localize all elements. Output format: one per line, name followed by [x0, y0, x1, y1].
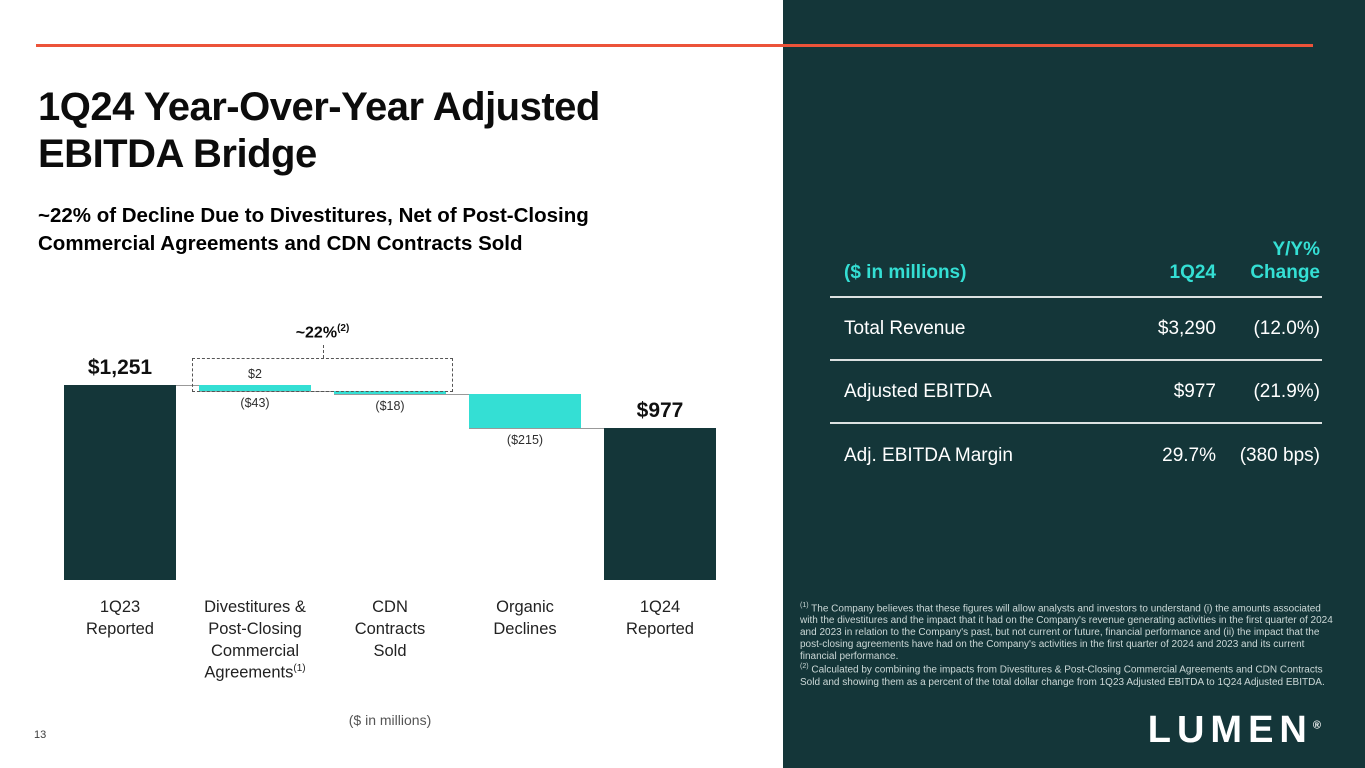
chart-units-label: ($ in millions): [348, 712, 432, 728]
row-label: Total Revenue: [844, 317, 966, 339]
chart-bar-3: [334, 391, 446, 395]
footnote-2: (2) Calculated by combining the impacts …: [800, 663, 1325, 688]
table-header-units: ($ in millions): [844, 262, 967, 284]
page-title: 1Q24 Year-Over-Year Adjusted EBITDA Brid…: [38, 84, 768, 178]
annotation-label: ~22%(2): [295, 323, 350, 342]
row-value: $977: [1173, 380, 1216, 402]
row-value: (380 bps): [1239, 445, 1320, 467]
table-row: Adj. EBITDA Margin 29.7% (380 bps): [830, 424, 1322, 487]
bar-value-label: $1,251: [87, 356, 153, 379]
lumen-logo: LUMEN®: [1148, 709, 1321, 752]
chart-bar-2: [199, 385, 311, 392]
financial-summary-table: ($ in millions) 1Q24 Y/Y% Change Total R…: [830, 238, 1322, 487]
step-base-line: [469, 427, 581, 429]
page-number: 13: [34, 729, 47, 741]
annotation-tick: [322, 345, 324, 358]
bar-below-label: ($43): [240, 396, 270, 411]
step-base-line: [334, 394, 446, 396]
table-header-row: ($ in millions) 1Q24 Y/Y% Change: [830, 238, 1322, 299]
row-value: (12.0%): [1253, 318, 1320, 340]
row-value: $3,290: [1157, 317, 1216, 339]
bar-below-label: ($215): [506, 432, 544, 447]
page-subtitle: ~22% of Decline Due to Divestitures, Net…: [38, 202, 748, 259]
bar-below-label: ($18): [375, 399, 405, 414]
connector-line: [176, 385, 199, 386]
bar-category-label: CDN Contracts Sold: [354, 598, 426, 660]
annotation-bracket: [192, 358, 453, 393]
accent-divider-line: [36, 44, 1313, 47]
connector-line: [581, 427, 604, 429]
bar-category-label: Divestitures & Post-Closing Commercial Agre…: [204, 598, 306, 682]
bar-category-label: Organic Declines: [493, 598, 557, 638]
connector-line: [446, 394, 469, 396]
row-value: (21.9%): [1253, 381, 1320, 403]
bar-value-label: $977: [636, 398, 684, 422]
footnotes: (1) The Company believes that these figu…: [800, 602, 1334, 689]
table-row: Total Revenue $3,290 (12.0%): [830, 298, 1322, 362]
bar-above-label: $2: [248, 367, 262, 381]
subtitle-line-2: Commercial Agreements and CDN Contracts …: [38, 232, 523, 256]
registered-trademark-icon: ®: [1312, 719, 1321, 732]
title-line-1: 1Q24 Year-Over-Year Adjusted: [38, 85, 600, 129]
chart-bar-5: [604, 427, 716, 580]
row-label: Adj. EBITDA Margin: [844, 444, 1013, 466]
table-header-yoy-change: Y/Y% Change: [1250, 239, 1320, 284]
bar-category-label: 1Q23 Reported: [86, 598, 154, 638]
ebitda-bridge-waterfall-chart: $1,251 1Q23 Reported $2 ($43) Divestitures & P…: [60, 310, 720, 730]
subtitle-line-1: ~22% of Decline Due to Divestitures, Net…: [38, 204, 589, 227]
row-label: Adjusted EBITDA: [844, 380, 992, 402]
table-header-1q24: 1Q24: [1169, 262, 1216, 284]
chart-bar-1: [64, 385, 176, 580]
chart-bar-4: [469, 394, 581, 428]
row-value: 29.7%: [1162, 444, 1216, 466]
table-row: Adjusted EBITDA $977 (21.9%): [830, 361, 1322, 425]
table-body: Total Revenue $3,290 (12.0%) Adjusted EBITD…: [830, 298, 1322, 487]
summary-panel: ($ in millions) 1Q24 Y/Y% Change Total R…: [783, 0, 1365, 768]
footnote-1: (1) The Company believes that these figu…: [800, 602, 1333, 663]
lumen-logo-text: LUMEN: [1147, 709, 1313, 751]
title-line-2: EBITDA Bridge: [38, 131, 317, 176]
bar-category-label: 1Q24 Reported: [626, 598, 694, 638]
